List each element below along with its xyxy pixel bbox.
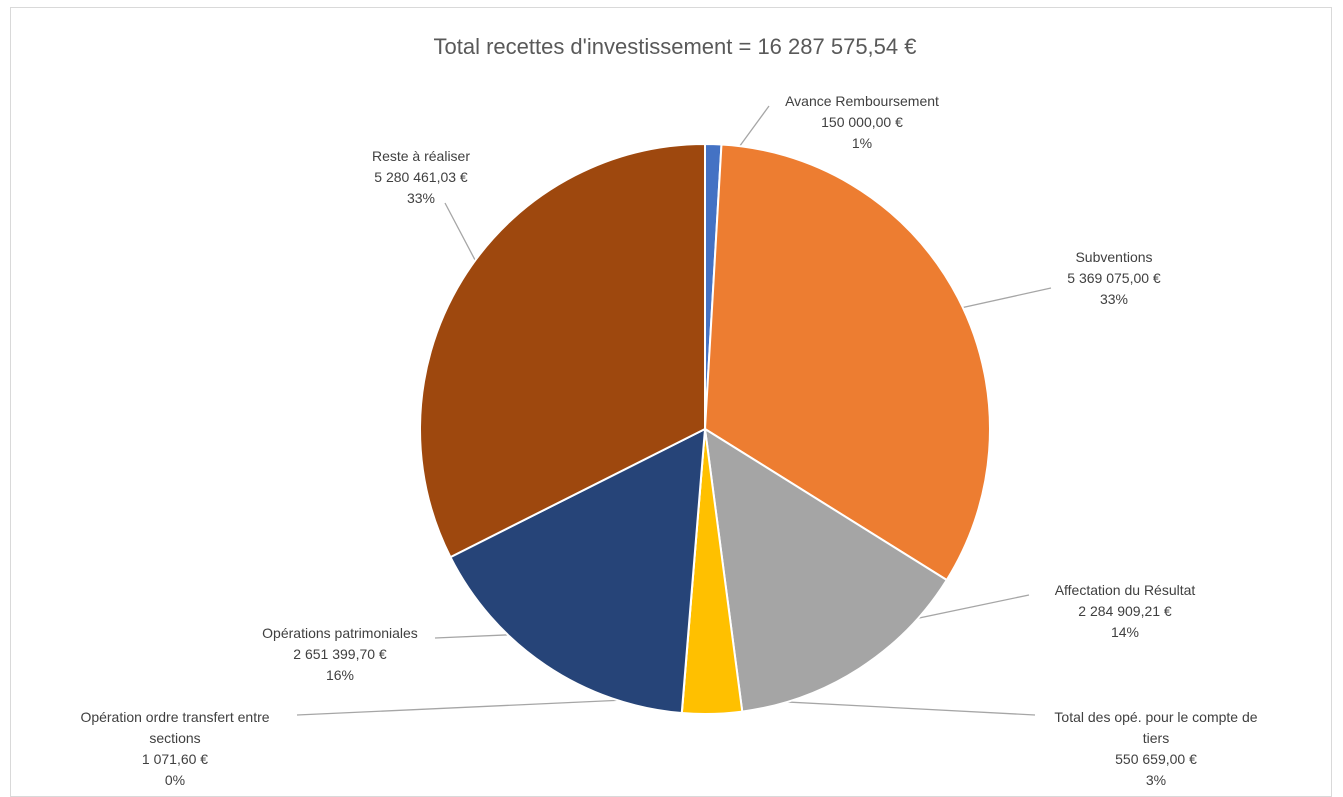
data-label-2: Subventions 5 369 075,00 € 33% — [1067, 249, 1161, 307]
chart-title: Total recettes d'investissement = 16 287… — [433, 34, 916, 59]
data-label-line: 0% — [165, 772, 185, 786]
data-label-line: 33% — [407, 190, 435, 206]
data-label-line: sections — [149, 730, 200, 746]
data-label-line: 16% — [326, 667, 354, 683]
data-labels: Avance Remboursement 150 000,00 € 1% Subven… — [80, 93, 1257, 786]
data-label-line: 2 284 909,21 € — [1078, 603, 1172, 619]
data-label-4: Total des opé. pour le compte de tiers 550… — [1054, 709, 1257, 786]
data-label-line: Avance Remboursement — [785, 93, 939, 109]
pie-slice-7 — [419, 142, 706, 559]
data-label-line: 150 000,00 € — [821, 114, 903, 130]
data-label-line: 5 280 461,03 € — [374, 169, 468, 185]
data-label-line: Reste à réaliser — [372, 148, 470, 164]
data-label-line: Subventions — [1075, 249, 1152, 265]
data-label-line: 1% — [852, 135, 872, 151]
chart-frame: Total recettes d'investissement = 16 287… — [10, 7, 1332, 797]
data-label-line: 550 659,00 € — [1115, 751, 1197, 767]
data-label-7: Reste à réaliser 5 280 461,03 € 33% — [372, 148, 470, 206]
data-label-line: 1 071,60 € — [142, 751, 208, 767]
data-label-line: Opération ordre transfert entre — [80, 709, 269, 725]
data-label-line: 3% — [1146, 772, 1166, 786]
data-label-6: Opérations patrimoniales 2 651 399,70 € 16… — [262, 625, 418, 683]
data-label-line: Total des opé. pour le compte de — [1054, 709, 1257, 725]
data-label-line: Opérations patrimoniales — [262, 625, 418, 641]
data-label-line: 14% — [1111, 624, 1139, 640]
pie-slice-3 — [703, 427, 949, 713]
data-label-line: tiers — [1143, 730, 1169, 746]
data-label-3: Affectation du Résultat 2 284 909,21 € 14% — [1055, 582, 1196, 640]
data-label-line: 5 369 075,00 € — [1067, 270, 1161, 286]
pie-slice-6 — [449, 427, 707, 715]
data-label-line: 33% — [1100, 291, 1128, 307]
pie-chart: Total recettes d'investissement = 16 287… — [80, 34, 1257, 786]
data-label-5: Opération ordre transfert entre sections 1… — [80, 709, 269, 786]
data-label-1: Avance Remboursement 150 000,00 € 1% — [785, 93, 939, 151]
data-label-line: 2 651 399,70 € — [293, 646, 387, 662]
pie-slice-2 — [703, 143, 991, 582]
data-label-line: Affectation du Résultat — [1055, 582, 1196, 598]
pie-slices — [419, 142, 991, 715]
